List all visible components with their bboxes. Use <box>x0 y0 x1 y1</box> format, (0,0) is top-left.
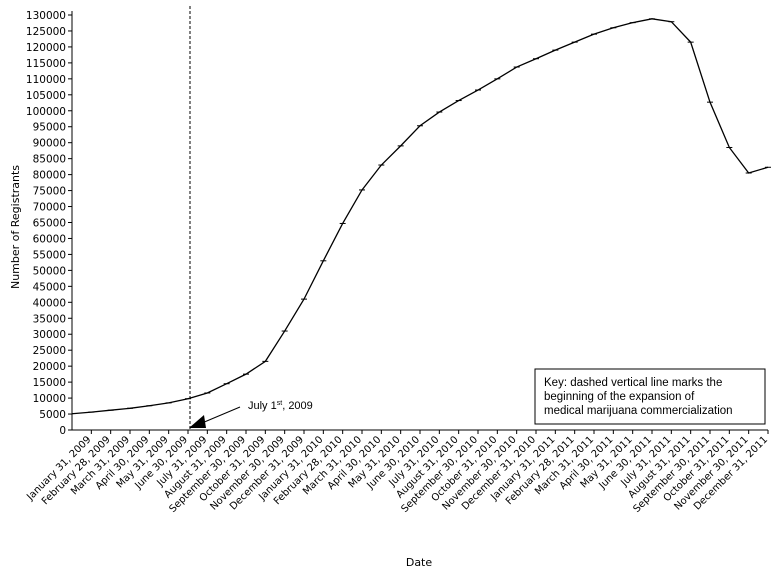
y-tick-label: 65000 <box>33 218 66 230</box>
y-tick-label: 10000 <box>33 393 66 405</box>
y-tick-label: 70000 <box>33 202 66 214</box>
y-tick-label: 95000 <box>33 122 66 134</box>
y-tick-label: 0 <box>59 425 66 437</box>
key-line: medical marijuana commercialization <box>544 405 733 417</box>
y-tick-label: 85000 <box>33 154 66 166</box>
annotation-arrow-head <box>189 415 206 428</box>
y-tick-label: 60000 <box>33 233 66 245</box>
annotation-text: July 1st, 2009 <box>248 400 313 412</box>
y-tick-label: 55000 <box>33 249 66 261</box>
y-tick-label: 5000 <box>39 409 66 421</box>
annotation: July 1st, 2009 <box>189 400 313 428</box>
key-box: Key: dashed vertical line marks the begin… <box>534 368 766 425</box>
x-axis-title: Date <box>406 556 433 569</box>
y-tick-label: 125000 <box>26 26 66 38</box>
y-tick-label: 75000 <box>33 186 66 198</box>
y-tick-label: 120000 <box>26 42 66 54</box>
y-axis-title: Number of Registrants <box>9 165 22 289</box>
y-tick-label: 15000 <box>33 377 66 389</box>
series-line <box>71 18 769 415</box>
y-tick-label: 115000 <box>26 58 66 70</box>
key-box-frame <box>534 368 766 425</box>
y-axis: 0 5000 10000 15000 20000 25000 30000 35000 40000… <box>26 10 73 437</box>
y-tick-label: 105000 <box>26 90 66 102</box>
annotation-arrow-shaft <box>201 406 241 424</box>
y-tick-label: 35000 <box>33 313 66 325</box>
y-tick-label: 45000 <box>33 281 66 293</box>
y-tick-label: 130000 <box>26 10 66 22</box>
y-tick-label: 25000 <box>33 345 66 357</box>
y-tick-label: 110000 <box>26 74 66 86</box>
key-line: beginning of the expansion of <box>544 391 695 403</box>
key-line: Key: dashed vertical line marks the <box>544 377 722 389</box>
y-tick-label: 90000 <box>33 138 66 150</box>
y-tick-label: 20000 <box>33 361 66 373</box>
y-tick-label: 80000 <box>33 170 66 182</box>
y-tick-label: 30000 <box>33 329 66 341</box>
series-registrants <box>71 18 771 415</box>
y-tick-label: 50000 <box>33 265 66 277</box>
y-tick-label: 40000 <box>33 297 66 309</box>
y-tick-label: 100000 <box>26 106 66 118</box>
